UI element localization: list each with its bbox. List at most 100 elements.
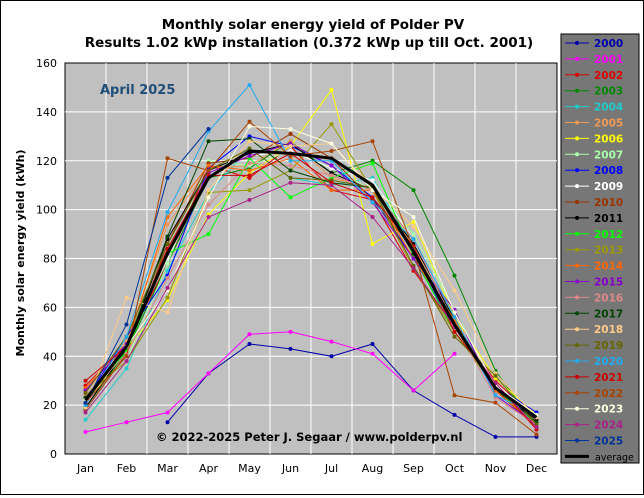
- data-point: [165, 156, 170, 161]
- y-tick-label: 120: [36, 155, 57, 168]
- data-point: [411, 224, 416, 229]
- series-line-2022: [85, 120, 537, 435]
- data-point: [247, 173, 252, 178]
- series-line-2014: [85, 157, 537, 426]
- legend-label: 2000: [594, 38, 623, 50]
- legend-item-2007: 2007: [565, 149, 623, 161]
- x-tick-label: Apr: [199, 462, 219, 475]
- y-tick-label: 80: [43, 253, 57, 266]
- x-tick-label: Mar: [157, 462, 178, 475]
- data-point: [83, 430, 88, 435]
- data-point: [329, 141, 334, 146]
- chart-subtitle: Results 1.02 kWp installation (0.372 kWp…: [85, 35, 533, 51]
- data-point: [493, 434, 498, 439]
- data-point: [452, 310, 457, 315]
- data-point: [165, 420, 170, 425]
- data-point: [493, 373, 498, 378]
- data-point: [288, 329, 293, 334]
- copyright-text: © 2022-2025 Peter J. Segaar / www.polder…: [156, 430, 462, 444]
- series-line-2025: [85, 128, 209, 403]
- legend-marker: [575, 72, 579, 77]
- data-point: [83, 390, 88, 395]
- legend-item-2018: 2018: [565, 324, 623, 336]
- data-point: [165, 241, 170, 246]
- y-tick-label: 20: [43, 399, 57, 412]
- legend-marker: [575, 263, 579, 268]
- x-tick-label: Nov: [485, 462, 507, 475]
- data-point: [206, 371, 211, 376]
- series-line-2018: [85, 140, 537, 418]
- x-tick-label: Feb: [117, 462, 136, 475]
- legend-item-2003: 2003: [565, 86, 623, 98]
- legend-item-2005: 2005: [565, 118, 623, 130]
- legend-box: [560, 33, 640, 464]
- data-point: [165, 310, 170, 315]
- data-point: [288, 126, 293, 131]
- legend-marker: [575, 200, 579, 204]
- series-2025: [83, 126, 211, 405]
- y-tick-label: 100: [36, 204, 57, 217]
- data-point: [165, 285, 170, 290]
- x-tick-label: Jan: [76, 462, 94, 475]
- series-line-2019: [85, 147, 537, 426]
- legend-marker: [575, 184, 579, 189]
- data-point: [493, 400, 498, 405]
- legend-item-2000: 2000: [565, 38, 623, 50]
- legend-label: 2013: [594, 245, 623, 257]
- legend-marker: [575, 311, 579, 316]
- series-line-2001: [85, 331, 455, 433]
- data-point: [329, 148, 334, 153]
- series-line-2020: [85, 84, 537, 416]
- legend-label: 2003: [594, 86, 623, 98]
- data-point: [452, 315, 457, 320]
- legend-label: 2006: [594, 133, 623, 145]
- data-point: [206, 168, 211, 173]
- series-2001: [83, 329, 457, 435]
- legend-item-2021: 2021: [565, 372, 623, 384]
- data-point: [370, 351, 375, 356]
- legend-marker: [575, 56, 579, 61]
- legend-marker: [575, 231, 579, 236]
- x-tick-label: Oct: [445, 462, 465, 475]
- data-point: [329, 183, 334, 188]
- legend-item-2008: 2008: [565, 165, 623, 177]
- y-tick-label: 140: [36, 106, 57, 119]
- data-point: [329, 163, 334, 168]
- legend-item-2020: 2020: [565, 356, 623, 368]
- data-point: [329, 339, 334, 344]
- data-point: [329, 87, 334, 92]
- legend-marker: [575, 215, 579, 220]
- data-point: [247, 161, 252, 166]
- legend-item-2006: 2006: [565, 133, 623, 145]
- legend-marker: [575, 120, 579, 125]
- data-point: [411, 232, 416, 237]
- legend-label: 2016: [594, 292, 623, 304]
- legend-marker: [575, 104, 579, 109]
- legend-label: 2025: [594, 436, 623, 448]
- legend-item-2009: 2009: [565, 181, 623, 193]
- legend-item-2004: 2004: [565, 102, 623, 114]
- series-line-2013: [85, 123, 537, 416]
- legend-marker: [575, 359, 579, 363]
- data-point: [165, 175, 170, 180]
- data-point: [288, 168, 293, 173]
- data-point: [288, 158, 293, 163]
- data-point: [411, 214, 416, 219]
- data-point: [83, 417, 88, 422]
- data-point: [452, 273, 457, 278]
- data-point: [124, 354, 129, 359]
- legend-label: 2005: [594, 118, 623, 130]
- x-tick-label: Aug: [362, 462, 383, 475]
- legend-label: 2009: [594, 181, 623, 193]
- data-point: [124, 359, 129, 364]
- legend-label: 2014: [594, 261, 623, 273]
- legend-label: 2007: [594, 149, 623, 161]
- legend-marker: [575, 152, 579, 157]
- legend-label: 2023: [594, 404, 623, 416]
- data-point: [206, 139, 211, 144]
- legend-marker: [575, 390, 579, 395]
- legend-label: 2022: [594, 388, 623, 400]
- data-point: [452, 393, 457, 398]
- legend-item-2019: 2019: [565, 340, 623, 352]
